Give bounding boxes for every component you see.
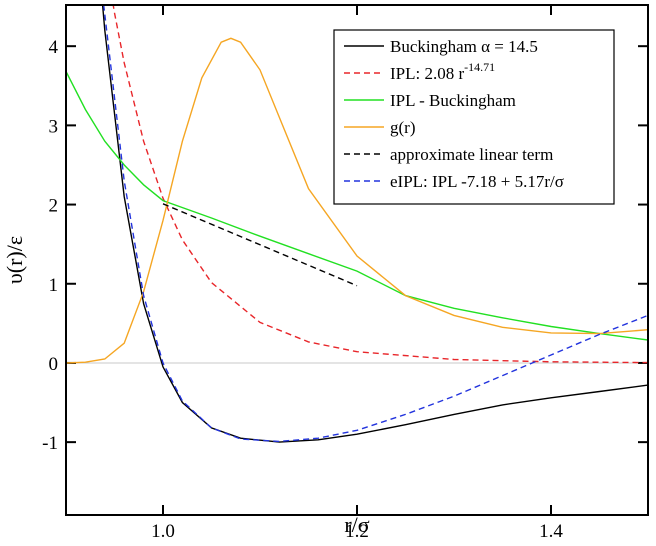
legend-text: approximate linear term (390, 145, 553, 164)
legend-label: eIPL: IPL -7.18 + 5.17r/σ (390, 172, 564, 191)
legend-text: eIPL: IPL -7.18 + 5.17r/σ (390, 172, 564, 191)
legend-label: Buckingham α = 14.5 (390, 37, 538, 56)
x-axis-label: r/σ (344, 512, 369, 537)
legend-text: g(r) (390, 118, 415, 137)
legend-text: IPL - Buckingham (390, 91, 516, 110)
y-tick-label: -1 (42, 433, 58, 454)
series-line (66, 37, 648, 364)
series-line (101, 5, 648, 443)
y-tick-label: 0 (49, 354, 59, 375)
x-tick-label: 1.0 (151, 521, 175, 541)
plot-lines (66, 5, 648, 443)
y-tick-label: 4 (49, 37, 59, 58)
y-axis-label: υ(r)/ε (2, 236, 27, 284)
y-tick-label: 2 (49, 196, 59, 217)
series-line (112, 5, 648, 364)
legend-label: approximate linear term (390, 145, 553, 164)
legend-text: IPL: 2.08 r (390, 64, 464, 83)
plot-frame (65, 4, 649, 516)
series-line (66, 71, 648, 341)
legend-label: g(r) (390, 118, 415, 137)
legend-superscript: -14.71 (464, 60, 495, 74)
x-tick-label: 1.2 (345, 521, 369, 541)
legend-text: Buckingham α = 14.5 (390, 37, 538, 56)
y-tick-label: 3 (49, 116, 59, 137)
legend-box (333, 29, 615, 205)
y-tick-label: 1 (49, 275, 59, 296)
series-line (102, 5, 648, 443)
legend-label: IPL: 2.08 r-14.71 (390, 60, 495, 83)
series-line (162, 203, 358, 287)
legend-label: IPL - Buckingham (390, 91, 516, 110)
x-tick-label: 1.4 (539, 521, 563, 541)
